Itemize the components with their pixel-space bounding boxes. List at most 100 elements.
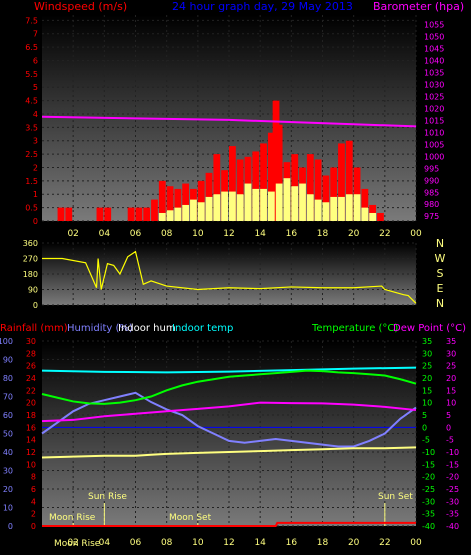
gust-bar — [135, 207, 143, 221]
windspeed-tick: 7.5 — [25, 16, 38, 25]
gust-bar — [197, 180, 205, 221]
dewpoint-tick: -30 — [446, 497, 459, 506]
humidity-axis-ticks: 0 10 20 30 40 50 60 70 80 90 100 — [0, 337, 13, 531]
indoor-hum-label: Indoor hum — [118, 323, 176, 334]
gust-bar — [174, 188, 182, 221]
dewpoint-tick: 20 — [446, 374, 456, 383]
windspeed-tick: 6 — [33, 56, 38, 65]
x-tick-label: 04 — [99, 538, 111, 548]
direction-tick: 360 — [23, 239, 38, 248]
humidity-series — [41, 391, 417, 448]
x-tick-label: 22 — [379, 538, 390, 548]
gust-bar — [158, 180, 166, 221]
average-bar — [306, 194, 314, 221]
windspeed-tick: 5.5 — [25, 70, 38, 79]
gust-bar — [330, 167, 338, 221]
dewpoint-tick: 35 — [446, 337, 456, 346]
windspeed-tick: 3 — [33, 137, 38, 146]
gust-bar — [57, 207, 65, 221]
gust-bar — [166, 186, 174, 221]
barometer-tick: 980 — [424, 200, 439, 209]
average-bar — [267, 191, 275, 221]
barometer-tick: 1030 — [424, 80, 444, 89]
barometer-axis-label: Barometer (hpa) — [373, 0, 464, 13]
temperature-series — [41, 369, 417, 405]
windspeed-tick: 4 — [33, 110, 38, 119]
windspeed-tick: 1.5 — [25, 177, 38, 186]
compass-letter: S — [437, 267, 444, 280]
average-bar — [299, 183, 306, 221]
windspeed-axis-label: Windspeed (m/s) — [34, 0, 127, 13]
barometer-line — [41, 115, 417, 128]
barometer-tick: 1050 — [424, 33, 444, 42]
humidity-tick: 50 — [3, 430, 13, 439]
barometer-tick: 1010 — [424, 128, 444, 137]
rainfall-tick: 18 — [26, 411, 36, 420]
direction-tick: 180 — [23, 270, 38, 279]
gust-bar — [322, 175, 330, 221]
climate-x-axis-ticks: 02 04 06 08 10 12 14 16 18 20 22 00 — [67, 538, 422, 548]
windspeed-tick: 3.5 — [25, 123, 38, 132]
x-tick-label: 06 — [130, 229, 142, 239]
average-bar — [314, 199, 322, 221]
x-tick-label: 04 — [99, 229, 111, 239]
direction-tick: 270 — [23, 255, 38, 264]
dewpoint-tick: 5 — [446, 411, 451, 420]
wind-bars — [57, 100, 384, 221]
average-bar — [213, 194, 221, 221]
windspeed-tick: 2.5 — [25, 150, 38, 159]
x-tick-label: 18 — [317, 229, 329, 239]
average-bar — [174, 207, 182, 221]
temperature-tick: 0 — [422, 423, 427, 432]
windspeed-tick: 2 — [33, 163, 38, 172]
average-bar — [369, 212, 377, 221]
humidity-tick: 20 — [3, 485, 13, 494]
barometer-tick: 1000 — [424, 152, 444, 161]
temperature-tick: -40 — [422, 522, 435, 531]
barometer-tick: 1055 — [424, 21, 444, 30]
barometer-tick: 995 — [424, 164, 439, 173]
rainfall-tick: 26 — [26, 362, 36, 371]
sun-set-label: Sun Set — [378, 492, 413, 502]
gust-bar — [314, 159, 322, 221]
temperature-tick: -30 — [422, 497, 435, 506]
x-tick-label: 02 — [67, 229, 78, 239]
rainfall-tick: 4 — [31, 497, 36, 506]
average-bar — [236, 194, 244, 221]
direction-axis-ticks: 0 90 180 270 360 — [23, 239, 38, 310]
indoor-temp-label: Indoor temp — [172, 323, 233, 334]
humidity-tick: 30 — [3, 467, 13, 476]
barometer-tick: 1005 — [424, 140, 444, 149]
dewpoint-tick: -5 — [446, 436, 454, 445]
humidity-label: Humidity (%) — [67, 323, 133, 334]
rainfall-tick: 8 — [31, 473, 36, 482]
x-tick-label: 00 — [410, 229, 422, 239]
average-bar — [244, 183, 252, 221]
rainfall-tick: 16 — [26, 423, 36, 432]
average-bar — [221, 191, 228, 221]
temperature-tick: 35 — [422, 337, 432, 346]
average-bar — [166, 210, 174, 221]
x-tick-label: 12 — [223, 538, 234, 548]
direction-tick: 0 — [33, 301, 38, 310]
temperature-tick: 30 — [422, 349, 432, 358]
gust-bar — [306, 154, 314, 221]
barometer-tick: 1025 — [424, 92, 444, 101]
x-tick-label: 10 — [192, 538, 204, 548]
gust-bar — [104, 207, 112, 221]
average-bar — [345, 194, 353, 221]
average-bar — [229, 191, 236, 221]
rainfall-tick: 30 — [26, 337, 36, 346]
average-bar — [190, 199, 197, 221]
x-tick-label: 22 — [379, 229, 390, 239]
windspeed-tick: 4.5 — [25, 97, 38, 106]
gust-bar — [236, 159, 244, 221]
temperature-tick: -15 — [422, 460, 435, 469]
indoor-hum-series — [41, 446, 417, 459]
dewpoint-tick: -20 — [446, 473, 459, 482]
temperature-tick: 15 — [422, 386, 432, 395]
x-tick-label: 06 — [130, 538, 142, 548]
average-bar — [260, 188, 267, 221]
